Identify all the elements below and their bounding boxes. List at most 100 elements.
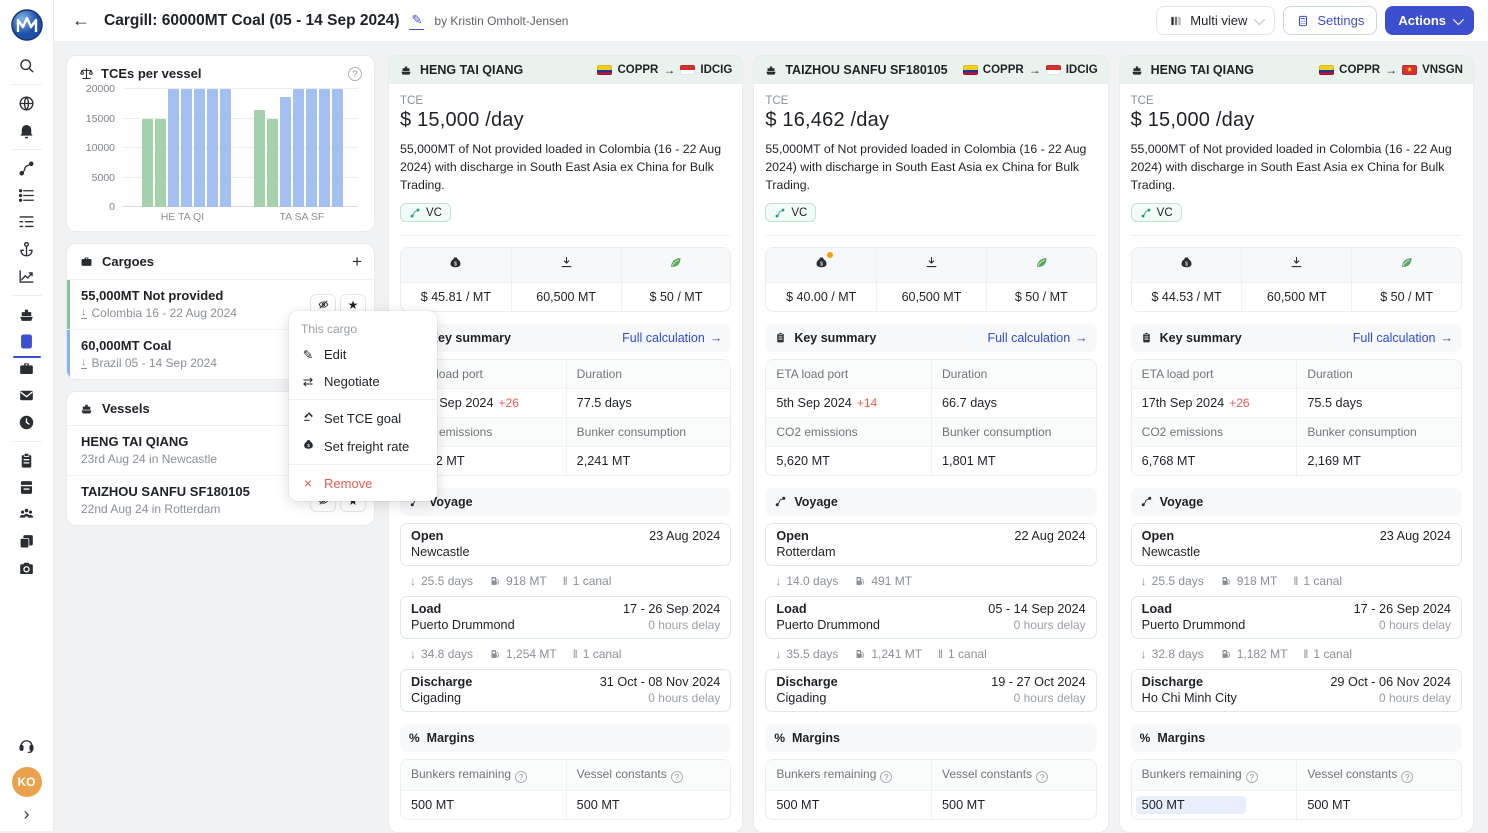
list-icon[interactable] — [9, 182, 45, 209]
briefcase-icon[interactable] — [9, 355, 45, 382]
tce-bar[interactable] — [168, 89, 179, 207]
mail-icon[interactable] — [9, 382, 45, 409]
cargo-quantity-value[interactable]: 60,500 MT — [1241, 283, 1351, 311]
settings-button[interactable]: Settings — [1283, 6, 1377, 35]
freight-rate-value[interactable]: $ 44.53 / MT — [1132, 283, 1242, 311]
cargo-quantity-value[interactable]: 60,500 MT — [511, 283, 621, 311]
book-icon[interactable] — [9, 474, 45, 501]
voyage-type-badge: VC — [1131, 203, 1182, 222]
help-icon[interactable]: ? — [671, 771, 683, 783]
help-icon[interactable]: ? — [1246, 771, 1258, 783]
chart-line-icon[interactable] — [9, 263, 45, 290]
help-icon[interactable]: ? — [1036, 771, 1048, 783]
bunkers-remaining-value[interactable]: 500 MT — [1136, 796, 1246, 814]
voyage-leg-days: 25.5 days — [421, 574, 473, 588]
list-tree-icon[interactable] — [9, 209, 45, 236]
voyage-stop-row[interactable]: Discharge Cigading 31 Oct - 08 Nov 2024 … — [400, 669, 731, 712]
search-icon[interactable] — [9, 52, 45, 79]
stats-table: $ $ 40.00 / MT 60,500 MT $ 50 / MT — [765, 247, 1096, 312]
tce-bar[interactable] — [207, 89, 218, 207]
add-cargo-button[interactable]: + — [352, 253, 362, 270]
voyage-header: Voyage — [765, 488, 1096, 516]
co2-price-value[interactable]: $ 50 / MT — [986, 283, 1096, 311]
voyage-stop-row[interactable]: Load Puerto Drummond 17 - 26 Sep 2024 0 … — [1131, 596, 1462, 639]
team-icon[interactable] — [9, 501, 45, 528]
help-icon[interactable]: ? — [515, 771, 527, 783]
sidebar-expand-chevron-icon[interactable]: › — [24, 805, 30, 825]
bunker-consumption-value: 2,241 MT — [566, 447, 731, 475]
actions-button[interactable]: Actions — [1385, 6, 1474, 35]
full-calculation-link[interactable]: Full calculation→ — [987, 331, 1087, 345]
globe-icon[interactable] — [9, 90, 45, 117]
page-title: Cargill: 60000MT Coal (05 - 14 Sep 2024) — [104, 12, 399, 30]
clock-icon[interactable] — [9, 409, 45, 436]
help-icon[interactable]: ? — [1401, 771, 1413, 783]
app-logo[interactable] — [10, 8, 44, 42]
vessel-card-header[interactable]: TAIZHOU SANFU SF180105 COPPR → IDCIG — [754, 56, 1107, 84]
cargo-quantity-icon — [924, 255, 939, 270]
support-headset-icon[interactable] — [9, 732, 45, 759]
vessel-card-header[interactable]: HENG TAI QIANG COPPR → IDCIG — [389, 56, 742, 84]
negotiate-menu-item[interactable]: ⇄ Negotiate — [289, 368, 437, 395]
calculator-icon[interactable] — [9, 328, 45, 355]
clipboard-icon[interactable] — [9, 447, 45, 474]
tce-bar[interactable] — [280, 97, 291, 207]
voyage-stop-delay: 0 hours delay — [1330, 691, 1451, 705]
set-tce-goal-menu-item[interactable]: Set TCE goal — [289, 404, 437, 432]
vessel-card-header[interactable]: HENG TAI QIANG COPPR → VNSGN — [1120, 56, 1473, 84]
freight-rate-value[interactable]: $ 40.00 / MT — [766, 283, 876, 311]
user-avatar[interactable]: KO — [12, 767, 42, 797]
stats-table: $ $ 44.53 / MT 60,500 MT $ 50 / MT — [1131, 247, 1462, 312]
full-calculation-link[interactable]: Full calculation→ — [622, 331, 722, 345]
tce-bar[interactable] — [306, 89, 317, 207]
top-header: ← Cargill: 60000MT Coal (05 - 14 Sep 202… — [54, 0, 1488, 41]
bunkers-remaining-value[interactable]: 500 MT — [776, 798, 819, 812]
help-icon[interactable]: ? — [880, 771, 892, 783]
co2-price-value[interactable]: $ 50 / MT — [1351, 283, 1461, 311]
vessel-constants-value[interactable]: 500 MT — [942, 798, 985, 812]
voyage-stop-row[interactable]: Load Puerto Drummond 17 - 26 Sep 2024 0 … — [400, 596, 731, 639]
voyage-leg-row: ↓34.8 days 1,254 MT ‖1 canal — [400, 641, 731, 667]
margins-table: Bunkers remaining? Vessel constants? 500… — [400, 759, 731, 821]
cargo-quantity-value[interactable]: 60,500 MT — [876, 283, 986, 311]
multi-view-select[interactable]: Multi view — [1156, 6, 1275, 35]
route-icon[interactable] — [9, 155, 45, 182]
tce-bar[interactable] — [142, 119, 153, 208]
voyage-stop-row[interactable]: Open Newcastle 23 Aug 2024 — [400, 523, 731, 566]
tce-bar[interactable] — [293, 89, 304, 207]
remove-menu-item[interactable]: × Remove — [289, 469, 437, 497]
back-arrow-icon[interactable]: ← — [68, 10, 94, 31]
voyage-stop-row[interactable]: Discharge Ho Chi Minh City 29 Oct - 06 N… — [1131, 669, 1462, 712]
tce-bar[interactable] — [155, 119, 166, 208]
tce-bar[interactable] — [254, 110, 265, 207]
vessel-constants-value[interactable]: 500 MT — [1307, 798, 1350, 812]
co2-price-value[interactable]: $ 50 / MT — [621, 283, 731, 311]
tce-bar[interactable] — [267, 119, 278, 208]
voyage-stop-row[interactable]: Load Puerto Drummond 05 - 14 Sep 2024 0 … — [765, 596, 1096, 639]
key-summary-header: Key summary Full calculation→ — [1131, 324, 1462, 352]
bunkers-remaining-value[interactable]: 500 MT — [411, 798, 454, 812]
ship-icon[interactable] — [9, 301, 45, 328]
freight-rate-value[interactable]: $ 45.81 / MT — [401, 283, 511, 311]
vessel-name: HENG TAI QIANG — [420, 63, 590, 77]
tce-bar[interactable] — [194, 89, 205, 207]
set-freight-rate-menu-item[interactable]: $ Set freight rate — [289, 432, 437, 460]
notifications-bell-icon[interactable] — [9, 117, 45, 144]
edit-title-icon[interactable]: ✎ — [409, 12, 424, 30]
route-icon — [774, 495, 787, 508]
tce-bar[interactable] — [220, 89, 231, 207]
voyage-stop-row[interactable]: Open Newcastle 23 Aug 2024 — [1131, 523, 1462, 566]
tce-bar[interactable] — [332, 89, 343, 207]
edit-menu-item[interactable]: ✎ Edit — [289, 341, 437, 368]
camera-icon[interactable] — [9, 555, 45, 582]
voyage-stop-row[interactable]: Discharge Cigading 19 - 27 Oct 2024 0 ho… — [765, 669, 1096, 712]
vessel-constants-value[interactable]: 500 MT — [577, 798, 620, 812]
anchor-icon[interactable] — [9, 236, 45, 263]
help-icon[interactable]: ? — [348, 67, 362, 81]
voyage-stop-row[interactable]: Open Rotterdam 22 Aug 2024 — [765, 523, 1096, 566]
tce-bar[interactable] — [181, 89, 192, 207]
copy-icon[interactable] — [9, 528, 45, 555]
bar-group — [142, 89, 231, 207]
tce-bar[interactable] — [319, 89, 330, 207]
full-calculation-link[interactable]: Full calculation→ — [1353, 331, 1453, 345]
